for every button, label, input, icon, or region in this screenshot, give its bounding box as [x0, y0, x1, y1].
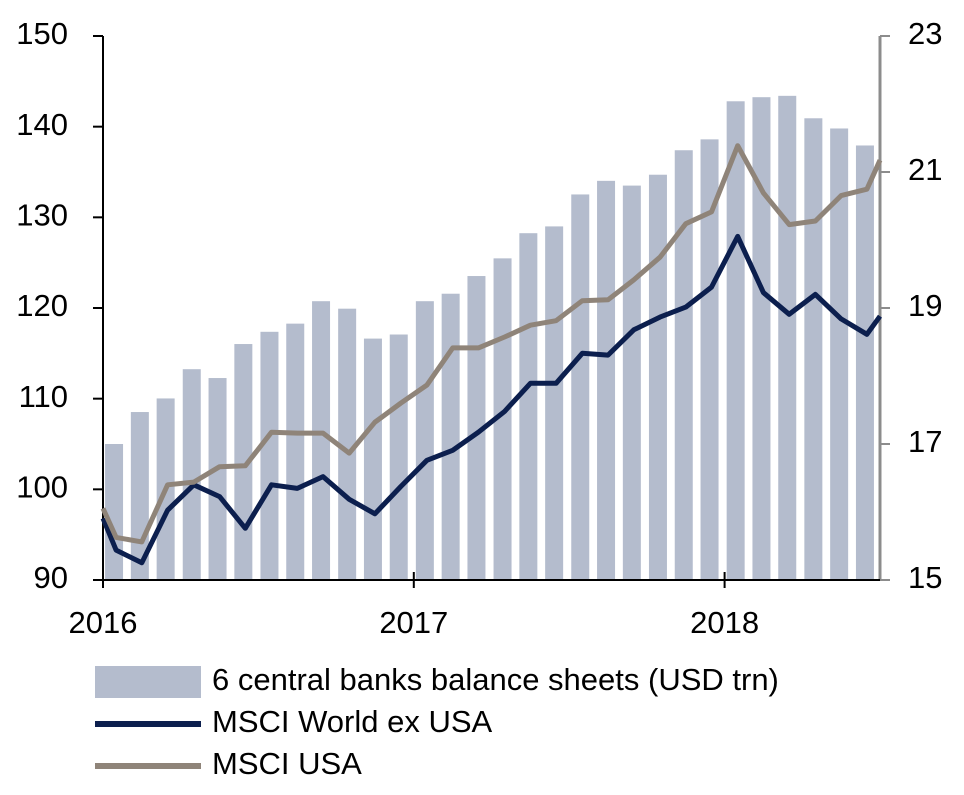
- bar: [182, 369, 201, 580]
- y-tick-label: 140: [16, 107, 68, 142]
- y-tick-label: 100: [16, 470, 68, 505]
- y2-tick-label: 19: [908, 288, 942, 323]
- bar: [441, 293, 460, 580]
- y-tick-label: 130: [16, 198, 68, 233]
- bar: [312, 301, 331, 580]
- line: [100, 143, 883, 545]
- bar: [389, 334, 408, 580]
- bar: [571, 194, 590, 580]
- bar: [830, 128, 849, 581]
- bar: [700, 139, 719, 581]
- y-tick-label: 120: [16, 288, 68, 323]
- y2-tick-label: 17: [908, 424, 942, 459]
- bar: [674, 150, 693, 581]
- bar: [338, 308, 357, 580]
- bar: [363, 338, 382, 580]
- line: [100, 233, 883, 566]
- x-tick-label: 2016: [69, 605, 138, 640]
- y-tick-label: 150: [16, 16, 68, 51]
- y-tick-label: 90: [34, 560, 68, 595]
- y2-tick-label: 23: [908, 16, 942, 51]
- y2-tick-label: 21: [908, 152, 942, 187]
- bar: [622, 185, 641, 580]
- bar: [260, 331, 279, 580]
- bar: [519, 233, 538, 580]
- x-tick-label: 2018: [690, 605, 759, 640]
- bar: [467, 276, 486, 580]
- legend-label: MSCI World ex USA: [212, 704, 493, 739]
- bar: [597, 180, 616, 580]
- bar: [415, 301, 434, 580]
- y-tick-label: 110: [19, 379, 68, 414]
- bar: [545, 226, 564, 580]
- bar: [286, 323, 305, 580]
- bar: [105, 444, 124, 580]
- bar: [804, 118, 823, 580]
- legend-label: 6 central banks balance sheets (USD trn): [212, 662, 779, 697]
- bar: [778, 95, 797, 580]
- bar: [648, 174, 667, 580]
- x-tick-label: 2017: [379, 605, 448, 640]
- bar: [752, 97, 771, 580]
- y2-tick-label: 15: [908, 560, 942, 595]
- bar: [726, 101, 745, 580]
- legend-swatch: [95, 666, 201, 698]
- bar: [208, 378, 227, 580]
- legend-label: MSCI USA: [212, 746, 362, 781]
- bar: [855, 145, 874, 581]
